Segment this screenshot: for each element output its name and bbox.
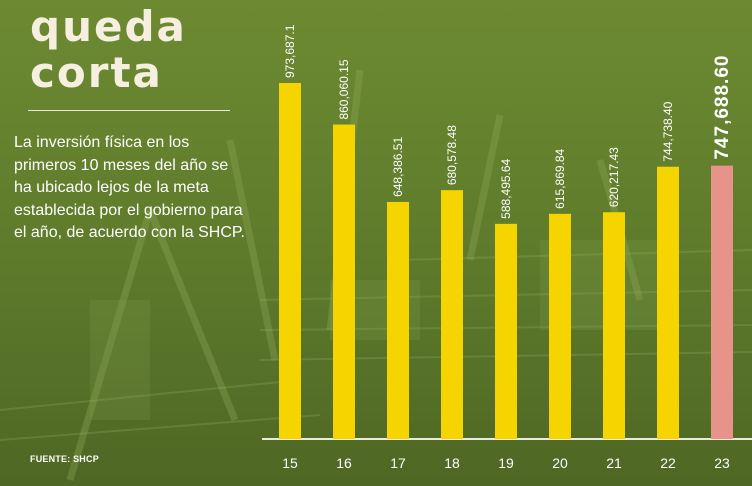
value-label-16: 860,060.15 (337, 59, 351, 119)
title-divider (28, 110, 230, 111)
value-label-21: 620,217.43 (607, 147, 621, 207)
value-label-18: 680,578.48 (445, 125, 459, 185)
value-label-17: 648,386.51 (391, 137, 405, 197)
x-tick-label-17: 17 (390, 455, 406, 471)
value-label-19: 588,495.64 (499, 158, 513, 218)
x-tick-label-15: 15 (282, 455, 298, 471)
bar-19 (495, 223, 517, 439)
bar-15 (279, 83, 301, 439)
source-note: FUENTE: SHCP (30, 454, 99, 464)
title-line-2: corta (30, 48, 163, 97)
bar-18 (441, 190, 463, 439)
x-tick-label-18: 18 (444, 455, 460, 471)
x-tick-label-16: 16 (336, 455, 352, 471)
value-label-15: 973,687.1 (283, 24, 297, 78)
description-text: La inversión física en los primeros 10 m… (14, 134, 245, 241)
bar-22 (657, 166, 679, 439)
x-tick-label-22: 22 (660, 455, 676, 471)
x-tick-label-20: 20 (552, 455, 568, 471)
value-label-23: 747,688.60 (712, 55, 733, 160)
chart-title: queda corta (30, 4, 187, 96)
bar-21 (603, 212, 625, 439)
bar-16 (333, 124, 355, 440)
value-label-22: 744,738.40 (661, 101, 675, 161)
x-tick-label-19: 19 (498, 455, 514, 471)
value-label-20: 615,869.84 (553, 148, 567, 208)
x-tick-label-23: 23 (714, 455, 730, 471)
bar-17 (387, 201, 409, 439)
bar-23 (711, 165, 733, 439)
title-line-1: queda (30, 2, 187, 51)
x-tick-label-21: 21 (606, 455, 622, 471)
bar-20 (549, 213, 571, 439)
